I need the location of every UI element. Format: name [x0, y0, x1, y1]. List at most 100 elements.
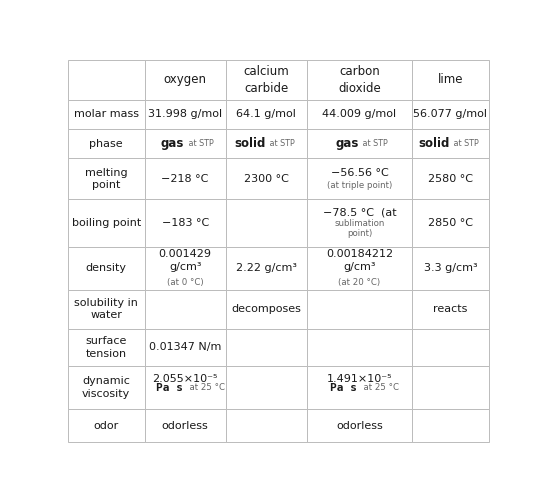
Text: 56.077 g/mol: 56.077 g/mol — [413, 109, 488, 119]
Text: boiling point: boiling point — [72, 218, 141, 228]
Text: −78.5 °C  (at: −78.5 °C (at — [323, 208, 396, 218]
Text: solid: solid — [418, 137, 450, 150]
Bar — [412, 247, 489, 290]
Text: solid: solid — [234, 137, 266, 150]
Bar — [144, 129, 226, 159]
Text: gas: gas — [335, 137, 358, 150]
Text: surface
tension: surface tension — [86, 336, 127, 358]
Bar — [144, 290, 226, 329]
Text: 0.01347 N/m: 0.01347 N/m — [149, 342, 222, 352]
Text: calcium
carbide: calcium carbide — [243, 65, 289, 94]
Text: dynamic
viscosity: dynamic viscosity — [82, 377, 130, 399]
Bar — [307, 247, 412, 290]
Bar — [68, 199, 144, 247]
Text: at STP: at STP — [451, 139, 479, 148]
Text: 2580 °C: 2580 °C — [428, 174, 473, 184]
Bar — [412, 366, 489, 409]
Bar — [307, 129, 412, 159]
Text: 3.3 g/cm³: 3.3 g/cm³ — [424, 263, 477, 273]
Bar — [144, 329, 226, 366]
Bar — [144, 99, 226, 129]
Text: (at 20 °C): (at 20 °C) — [338, 278, 381, 287]
Text: (at triple point): (at triple point) — [327, 180, 392, 189]
Text: melting
point: melting point — [85, 167, 128, 190]
Bar — [412, 329, 489, 366]
Text: −183 °C: −183 °C — [161, 218, 209, 228]
Bar — [226, 409, 307, 442]
Bar — [412, 129, 489, 159]
Bar — [226, 366, 307, 409]
Text: Pa s: Pa s — [156, 383, 183, 393]
Bar — [144, 199, 226, 247]
Text: gas: gas — [161, 137, 184, 150]
Text: 2300 °C: 2300 °C — [244, 174, 289, 184]
Bar — [307, 329, 412, 366]
Text: density: density — [86, 263, 127, 273]
Text: at 25 °C: at 25 °C — [184, 383, 225, 392]
Bar — [307, 409, 412, 442]
Text: at STP: at STP — [186, 139, 214, 148]
Bar — [307, 60, 412, 99]
Bar — [68, 366, 144, 409]
Text: 64.1 g/mol: 64.1 g/mol — [236, 109, 296, 119]
Bar — [412, 99, 489, 129]
Bar — [68, 290, 144, 329]
Bar — [307, 99, 412, 129]
Bar — [144, 247, 226, 290]
Text: solubility in
water: solubility in water — [74, 298, 138, 321]
Text: 2.22 g/cm³: 2.22 g/cm³ — [236, 263, 296, 273]
Text: −218 °C: −218 °C — [161, 174, 209, 184]
Text: reacts: reacts — [433, 304, 468, 314]
Text: lime: lime — [438, 73, 463, 86]
Text: 0.001429
g/cm³: 0.001429 g/cm³ — [159, 249, 212, 272]
Text: 1.491×10⁻⁵: 1.491×10⁻⁵ — [327, 374, 392, 384]
Bar — [144, 60, 226, 99]
Text: 2850 °C: 2850 °C — [428, 218, 473, 228]
Text: at STP: at STP — [267, 139, 295, 148]
Bar — [68, 247, 144, 290]
Bar — [68, 329, 144, 366]
Bar — [226, 247, 307, 290]
Text: 44.009 g/mol: 44.009 g/mol — [323, 109, 396, 119]
Text: odorless: odorless — [336, 421, 383, 431]
Text: −56.56 °C: −56.56 °C — [331, 168, 388, 178]
Text: oxygen: oxygen — [163, 73, 207, 86]
Bar — [412, 290, 489, 329]
Text: 2.055×10⁻⁵: 2.055×10⁻⁵ — [153, 374, 218, 384]
Bar — [226, 60, 307, 99]
Bar — [412, 199, 489, 247]
Text: molar mass: molar mass — [74, 109, 138, 119]
Text: Pa s: Pa s — [330, 383, 357, 393]
Bar — [307, 290, 412, 329]
Text: decomposes: decomposes — [231, 304, 301, 314]
Bar — [68, 60, 144, 99]
Text: at STP: at STP — [360, 139, 388, 148]
Bar — [412, 409, 489, 442]
Text: point): point) — [347, 229, 372, 238]
Bar — [68, 159, 144, 199]
Bar — [144, 366, 226, 409]
Bar — [226, 290, 307, 329]
Bar — [68, 409, 144, 442]
Bar — [226, 159, 307, 199]
Text: carbon
dioxide: carbon dioxide — [338, 65, 381, 94]
Bar — [226, 99, 307, 129]
Bar — [412, 60, 489, 99]
Bar — [68, 129, 144, 159]
Bar — [144, 159, 226, 199]
Text: at 25 °C: at 25 °C — [358, 383, 399, 392]
Bar — [307, 159, 412, 199]
Text: (at 0 °C): (at 0 °C) — [167, 278, 204, 287]
Bar — [144, 409, 226, 442]
Bar — [226, 129, 307, 159]
Bar — [412, 159, 489, 199]
Bar — [226, 199, 307, 247]
Text: 31.998 g/mol: 31.998 g/mol — [148, 109, 222, 119]
Bar — [307, 199, 412, 247]
Text: phase: phase — [90, 139, 123, 149]
Bar — [68, 99, 144, 129]
Text: 0.00184212
g/cm³: 0.00184212 g/cm³ — [326, 249, 393, 272]
Text: odor: odor — [93, 421, 119, 431]
Text: odorless: odorless — [162, 421, 209, 431]
Bar — [226, 329, 307, 366]
